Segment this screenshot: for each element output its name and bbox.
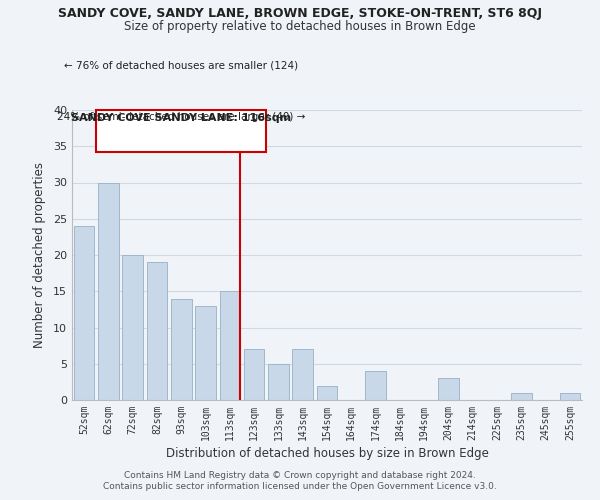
Bar: [511, 393, 532, 400]
Text: SANDY COVE SANDY LANE: 116sqm: SANDY COVE SANDY LANE: 116sqm: [71, 113, 292, 123]
Bar: [74, 226, 94, 400]
Bar: [317, 386, 337, 400]
Text: SANDY COVE, SANDY LANE, BROWN EDGE, STOKE-ON-TRENT, ST6 8QJ: SANDY COVE, SANDY LANE, BROWN EDGE, STOK…: [58, 8, 542, 20]
FancyBboxPatch shape: [96, 110, 266, 152]
Y-axis label: Number of detached properties: Number of detached properties: [33, 162, 46, 348]
Text: Size of property relative to detached houses in Brown Edge: Size of property relative to detached ho…: [124, 20, 476, 33]
Text: 24% of semi-detached houses are larger (40) →: 24% of semi-detached houses are larger (…: [57, 112, 305, 122]
Bar: [365, 371, 386, 400]
X-axis label: Distribution of detached houses by size in Brown Edge: Distribution of detached houses by size …: [166, 447, 488, 460]
Bar: [244, 349, 265, 400]
Bar: [560, 393, 580, 400]
Bar: [146, 262, 167, 400]
Bar: [195, 306, 216, 400]
Bar: [171, 298, 191, 400]
Text: ← 76% of detached houses are smaller (124): ← 76% of detached houses are smaller (12…: [64, 60, 298, 70]
Bar: [220, 291, 240, 400]
Text: Contains HM Land Registry data © Crown copyright and database right 2024.: Contains HM Land Registry data © Crown c…: [124, 471, 476, 480]
Bar: [438, 378, 459, 400]
Text: Contains public sector information licensed under the Open Government Licence v3: Contains public sector information licen…: [103, 482, 497, 491]
Bar: [292, 349, 313, 400]
Bar: [122, 255, 143, 400]
Bar: [98, 182, 119, 400]
Bar: [268, 364, 289, 400]
